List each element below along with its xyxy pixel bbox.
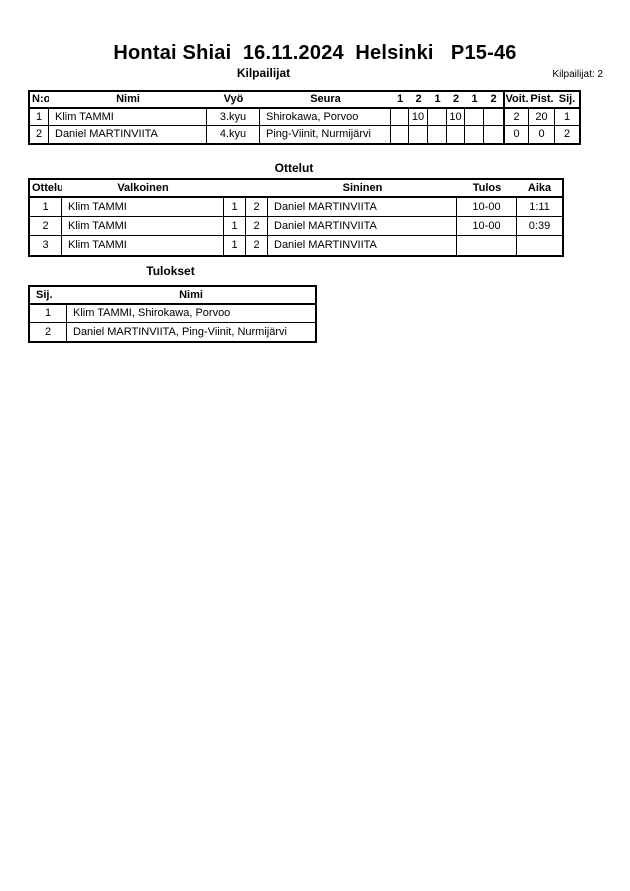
kilpailijat-header-sij: Sij. xyxy=(555,92,579,109)
ottelut-cell-aika xyxy=(517,236,562,255)
kilpailijat-header-score-1: 1 xyxy=(391,92,409,109)
ottelut-cell-tulos xyxy=(457,236,517,255)
section-title-tulokset: Tulokset xyxy=(146,264,195,278)
kilpailijat-cell-score xyxy=(484,109,503,126)
kilpailijat-cell-score xyxy=(391,109,409,126)
tulokset-cell-nimi: Daniel MARTINVIITA, Ping-Viinit, Nurmijä… xyxy=(73,325,287,338)
kilpailijat-cell-score xyxy=(428,126,447,143)
ottelut-header-spacer-1 xyxy=(224,180,246,198)
kilpailijat-header-score-6: 2 xyxy=(484,92,503,109)
kilpailijat-cell-seura: Ping-Viinit, Nurmijärvi xyxy=(260,126,391,143)
kilpailijat-cell-nimi: Daniel MARTINVIITA xyxy=(49,126,207,143)
kilpailijat-cell-seura: Shirokawa, Porvoo xyxy=(260,109,391,126)
ottelut-cell-no: 2 xyxy=(30,217,62,236)
ottelut-cell-aika: 0:39 xyxy=(517,217,562,236)
tulokset-table: Sij. Nimi 1 Klim TAMMI, Shirokawa, Porvo… xyxy=(28,285,317,343)
ottelut-header-valkoinen: Valkoinen xyxy=(62,180,224,198)
tulokset-header-sij: Sij. xyxy=(30,287,67,305)
kilpailijat-cell-pist: 20 xyxy=(529,109,555,126)
kilpailijat-table: N:o Nimi Vyö Seura 1 2 1 2 1 2 Voit. Pis… xyxy=(28,90,581,145)
ottelut-header-sininen: Sininen xyxy=(268,180,457,198)
ottelut-header-ottelu: Ottelu xyxy=(30,180,62,198)
ottelut-cell-no: 1 xyxy=(30,198,62,217)
ottelut-cell-sininen: Daniel MARTINVIITA xyxy=(268,198,457,217)
ottelut-header-aika: Aika xyxy=(517,180,562,198)
kilpailijat-cell-voit: 0 xyxy=(503,126,529,143)
ottelut-cell-sininen: Daniel MARTINVIITA xyxy=(268,217,457,236)
ottelut-cell-no: 3 xyxy=(30,236,62,255)
kilpailijat-cell-score: 10 xyxy=(447,109,465,126)
ottelut-cell-white-number: 1 xyxy=(224,236,246,255)
ottelut-cell-aika: 1:11 xyxy=(517,198,562,217)
ottelut-cell-valkoinen: Klim TAMMI xyxy=(62,198,224,217)
kilpailijat-header-score-4: 2 xyxy=(447,92,465,109)
ottelut-cell-tulos: 10-00 xyxy=(457,217,517,236)
kilpailijat-header-score-5: 1 xyxy=(465,92,484,109)
ottelut-cell-valkoinen: Klim TAMMI xyxy=(62,236,224,255)
kilpailijat-cell-score xyxy=(409,126,428,143)
ottelut-cell-blue-number: 2 xyxy=(246,198,268,217)
section-title-ottelut: Ottelut xyxy=(274,161,314,175)
ottelut-cell-blue-number: 2 xyxy=(246,217,268,236)
kilpailijat-header-pist: Pist. xyxy=(529,92,555,109)
kilpailijat-cell-sij: 1 xyxy=(555,109,579,126)
kilpailijat-cell-score xyxy=(484,126,503,143)
ottelut-cell-valkoinen: Klim TAMMI xyxy=(62,217,224,236)
kilpailijat-cell-sij: 2 xyxy=(563,128,571,140)
kilpailijat-header-nimi: Nimi xyxy=(49,92,207,109)
kilpailijat-cell-no: 2 xyxy=(30,126,49,143)
kilpailijat-header-score-2: 2 xyxy=(409,92,428,109)
kilpailijat-cell-vyo: 4.kyu xyxy=(207,126,260,143)
tulokset-header-nimi: Nimi xyxy=(67,287,315,305)
ottelut-cell-white-number: 1 xyxy=(224,217,246,236)
tulokset-cell-sij: 1 xyxy=(30,305,67,323)
ottelut-header-spacer-2 xyxy=(246,180,268,198)
kilpailijat-cell-pist: 0 xyxy=(529,126,555,143)
kilpailijat-cell-score: 10 xyxy=(409,109,428,126)
kilpailijat-cell-nimi: Klim TAMMI xyxy=(49,109,207,126)
kilpailijat-header-vyo: Vyö xyxy=(207,92,260,109)
kilpailijat-cell-score xyxy=(428,109,447,126)
ottelut-cell-sininen: Daniel MARTINVIITA xyxy=(268,236,457,255)
ottelut-cell-blue-number: 2 xyxy=(246,236,268,255)
kilpailijat-cell-voit: 2 xyxy=(503,109,529,126)
kilpailijat-cell-score xyxy=(465,109,484,126)
kilpailijat-cell-vyo: 3.kyu xyxy=(207,109,260,126)
ottelut-cell-white-number: 1 xyxy=(224,198,246,217)
page-title: Hontai Shiai 16.11.2024 Helsinki P15-46 xyxy=(113,42,517,64)
kilpailijat-cell-score xyxy=(465,126,484,143)
competitor-count-label: Kilpailijat: 2 xyxy=(552,69,603,80)
tulokset-cell-nimi: Klim TAMMI, Shirokawa, Porvoo xyxy=(67,305,315,323)
kilpailijat-header-no: N:o xyxy=(30,92,49,109)
kilpailijat-header-seura: Seura xyxy=(260,92,391,109)
ottelut-table: Ottelu Valkoinen Sininen Tulos Aika 1 Kl… xyxy=(28,178,564,257)
ottelut-cell-tulos: 10-00 xyxy=(457,198,517,217)
kilpailijat-cell-score xyxy=(447,126,465,143)
kilpailijat-cell-no: 1 xyxy=(30,109,49,126)
section-title-kilpailijat: Kilpailijat xyxy=(236,66,291,80)
kilpailijat-cell-score xyxy=(391,126,409,143)
tulokset-cell-sij: 2 xyxy=(30,323,67,341)
ottelut-header-tulos: Tulos xyxy=(457,180,517,198)
kilpailijat-header-voit: Voit. xyxy=(503,92,529,109)
kilpailijat-header-score-3: 1 xyxy=(428,92,447,109)
